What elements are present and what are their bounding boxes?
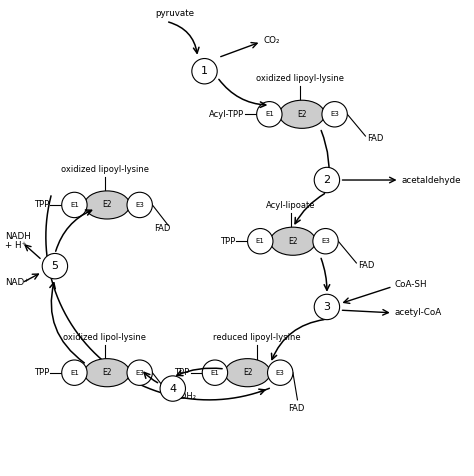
Text: E3: E3 xyxy=(135,370,144,376)
Text: oxidized lipoyl-lysine: oxidized lipoyl-lysine xyxy=(61,165,149,174)
Circle shape xyxy=(267,360,293,386)
Text: CO₂: CO₂ xyxy=(264,36,281,45)
Ellipse shape xyxy=(279,100,325,129)
Text: oxidized lipol-lysine: oxidized lipol-lysine xyxy=(64,333,146,342)
Text: NADH: NADH xyxy=(5,232,31,241)
Text: E2: E2 xyxy=(297,110,307,119)
Text: E1: E1 xyxy=(265,111,274,117)
Text: FAD: FAD xyxy=(367,134,383,143)
Circle shape xyxy=(127,360,152,386)
Ellipse shape xyxy=(225,358,270,387)
Text: FAD: FAD xyxy=(154,224,171,233)
Text: Acyl-TPP: Acyl-TPP xyxy=(209,110,244,119)
Text: E1: E1 xyxy=(256,238,264,244)
Text: E2: E2 xyxy=(102,368,112,377)
Text: FADH₂: FADH₂ xyxy=(171,392,197,401)
Text: 3: 3 xyxy=(323,302,330,312)
Circle shape xyxy=(313,228,338,254)
Circle shape xyxy=(62,360,87,386)
Text: oxidized lipoyl-lysine: oxidized lipoyl-lysine xyxy=(255,74,344,83)
Circle shape xyxy=(62,192,87,218)
Ellipse shape xyxy=(270,227,316,255)
Text: pyruvate: pyruvate xyxy=(155,9,194,18)
Text: E1: E1 xyxy=(70,202,79,208)
Text: FAD: FAD xyxy=(288,404,305,413)
Text: 2: 2 xyxy=(323,175,330,185)
Text: + H⁺: + H⁺ xyxy=(5,241,27,250)
Text: TPP: TPP xyxy=(219,237,235,246)
Circle shape xyxy=(314,168,339,193)
Text: 5: 5 xyxy=(51,261,58,271)
Ellipse shape xyxy=(84,191,130,219)
Text: FAD: FAD xyxy=(358,261,374,270)
Ellipse shape xyxy=(84,358,130,387)
Text: TPP: TPP xyxy=(174,368,190,377)
Circle shape xyxy=(192,59,217,84)
Text: E3: E3 xyxy=(321,238,330,244)
Text: E3: E3 xyxy=(135,202,144,208)
Text: E2: E2 xyxy=(243,368,252,377)
Text: 4: 4 xyxy=(169,384,176,394)
Circle shape xyxy=(314,294,339,320)
Circle shape xyxy=(127,192,152,218)
Circle shape xyxy=(247,228,273,254)
Circle shape xyxy=(322,101,347,127)
Text: acetaldehyde: acetaldehyde xyxy=(402,176,461,185)
Text: Acyl-lipoate: Acyl-lipoate xyxy=(266,201,315,210)
Text: reduced lipoyl-lysine: reduced lipoyl-lysine xyxy=(213,333,301,342)
Text: TPP: TPP xyxy=(34,200,49,209)
Text: CoA-SH: CoA-SH xyxy=(395,280,428,289)
Text: NAD⁺: NAD⁺ xyxy=(5,278,29,288)
Text: 1: 1 xyxy=(201,66,208,76)
Text: E1: E1 xyxy=(210,370,219,376)
Circle shape xyxy=(42,253,68,279)
Circle shape xyxy=(256,101,282,127)
Text: E1: E1 xyxy=(70,370,79,376)
Circle shape xyxy=(160,376,185,401)
Text: E3: E3 xyxy=(276,370,285,376)
Text: E2: E2 xyxy=(288,237,298,246)
Text: E2: E2 xyxy=(102,200,112,209)
Circle shape xyxy=(202,360,228,386)
Text: E3: E3 xyxy=(330,111,339,117)
Text: TPP: TPP xyxy=(34,368,49,377)
Text: acetyl-CoA: acetyl-CoA xyxy=(395,308,442,317)
